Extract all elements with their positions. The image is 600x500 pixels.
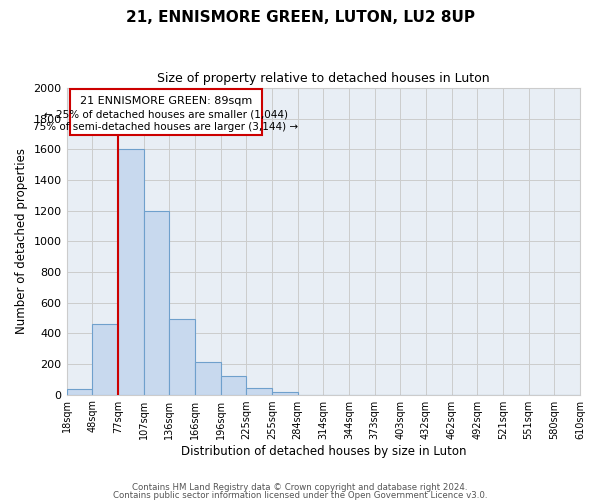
FancyBboxPatch shape <box>70 89 262 135</box>
Text: 21, ENNISMORE GREEN, LUTON, LU2 8UP: 21, ENNISMORE GREEN, LUTON, LU2 8UP <box>125 10 475 25</box>
X-axis label: Distribution of detached houses by size in Luton: Distribution of detached houses by size … <box>181 444 466 458</box>
Text: Contains public sector information licensed under the Open Government Licence v3: Contains public sector information licen… <box>113 490 487 500</box>
Bar <box>221 376 246 394</box>
Title: Size of property relative to detached houses in Luton: Size of property relative to detached ho… <box>157 72 490 86</box>
Bar <box>143 210 169 394</box>
Bar <box>195 362 221 394</box>
Bar <box>67 389 92 394</box>
Text: 75% of semi-detached houses are larger (3,144) →: 75% of semi-detached houses are larger (… <box>34 122 299 132</box>
Bar <box>246 388 272 394</box>
Text: Contains HM Land Registry data © Crown copyright and database right 2024.: Contains HM Land Registry data © Crown c… <box>132 483 468 492</box>
Bar <box>118 150 143 394</box>
Bar <box>92 324 118 394</box>
Bar <box>169 320 195 394</box>
Bar <box>272 392 298 394</box>
Y-axis label: Number of detached properties: Number of detached properties <box>15 148 28 334</box>
Text: ← 25% of detached houses are smaller (1,044): ← 25% of detached houses are smaller (1,… <box>44 109 288 119</box>
Text: 21 ENNISMORE GREEN: 89sqm: 21 ENNISMORE GREEN: 89sqm <box>80 96 252 106</box>
